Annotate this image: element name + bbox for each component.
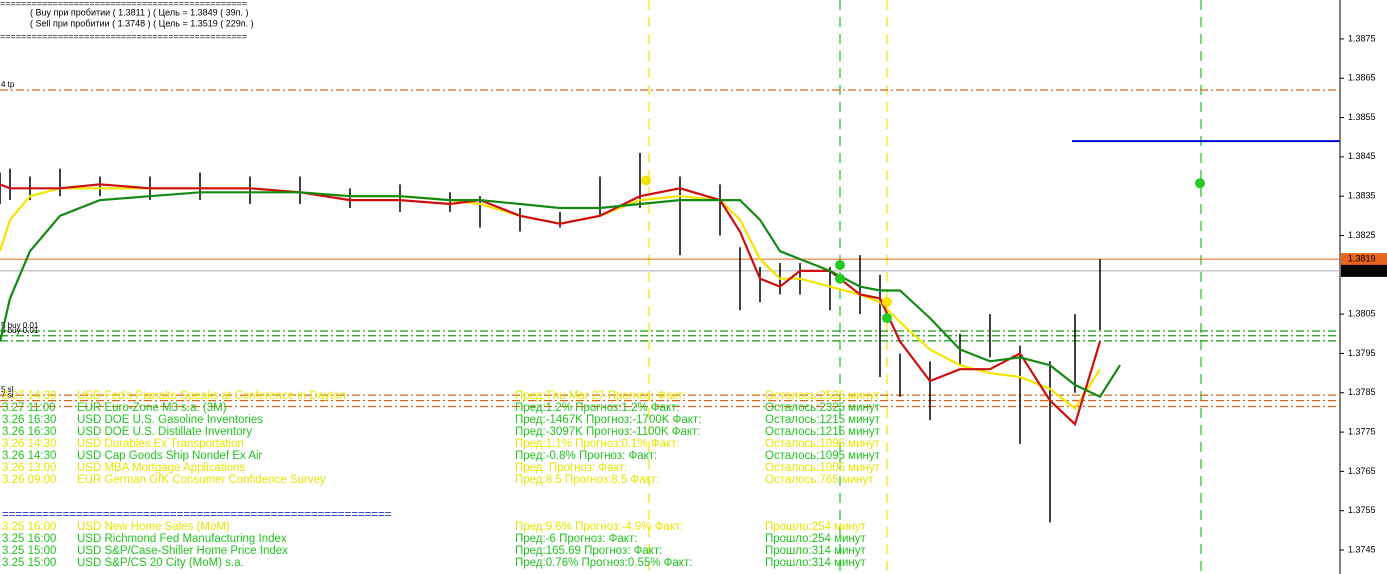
y-tick-label: 1.3855 — [1348, 112, 1376, 122]
signal-dot — [641, 175, 651, 186]
news-cell: Осталось:1005 минут — [765, 462, 881, 474]
news-cell: Пред:0.76% Прогноз:0.55% Факт: — [515, 557, 692, 569]
price-label-box — [1341, 264, 1387, 277]
news-cell: Прошло:254 минут — [765, 533, 867, 545]
news-cell: Пред: Прогноз: Факт: — [515, 462, 627, 474]
news-cell: Пред:1.2% Прогноз:1.2% Факт: — [515, 402, 680, 414]
level-label: 4 tp — [1, 80, 15, 89]
y-tick-label: 1.3765 — [1348, 466, 1376, 476]
y-tick-label: 1.3775 — [1348, 426, 1376, 436]
news-cell: USD Richmond Fed Manufacturing Index — [77, 533, 287, 545]
news-cell: Пред:8.5 Прогноз:8.5 Факт: — [515, 474, 659, 486]
news-cell: USD Cap Goods Ship Nondef Ex Air — [77, 450, 263, 462]
news-cell: Пред:165.69 Прогноз: Факт: — [515, 545, 662, 557]
signal-dot — [1195, 178, 1205, 189]
news-cell: Прошло:254 минут — [765, 521, 867, 533]
signal-dot — [882, 313, 892, 324]
news-cell: Осталось:1095 минут — [765, 438, 881, 450]
level-label: 6 buy 0.01 — [1, 326, 39, 335]
news-cell: EUR German GfK Consumer Confidence Surve… — [77, 474, 326, 486]
news-cell: Осталось:765 минут — [765, 474, 874, 486]
news-cell: 3.25 16:00 — [2, 521, 56, 533]
news-cell: USD Durables Ex Transportation — [77, 438, 244, 450]
y-tick-label: 1.3865 — [1348, 73, 1376, 83]
news-cell: Осталось:2535 минут — [765, 390, 881, 402]
level-label: 5 sl — [1, 385, 14, 394]
level-label: 5 buy 0.01 — [1, 321, 39, 330]
news-cell: Пред:1.1% Прогноз:0.1% Факт: — [515, 438, 680, 450]
news-cell: USD S&P/CS 20 City (MoM) s.a. — [77, 557, 244, 569]
y-tick-label: 1.3785 — [1348, 387, 1376, 397]
news-cell: 3.26 16:30 — [2, 426, 56, 438]
news-cell: Пред:Thu Mar 27 Прогноз: Факт: — [515, 390, 686, 402]
news-cell: Пред:-3097K Прогноз:-1100K Факт: — [515, 426, 701, 438]
news-cell: Осталось:1095 минут — [765, 450, 881, 462]
news-cell: 3.26 13:00 — [2, 462, 56, 474]
price-label: 1.3816 — [1348, 265, 1376, 275]
ma-line — [0, 183, 1102, 427]
price-bars — [0, 152, 1101, 523]
news-cell: 3.26 14:30 — [2, 438, 56, 450]
news-cell: Осталось:1215 минут — [765, 426, 881, 438]
news-cell: USD New Home Sales (MoM) — [77, 521, 230, 533]
y-tick-label: 1.3825 — [1348, 230, 1376, 240]
news-cell: EUR Euro-Zone M3 s.a. (3M) — [77, 402, 227, 414]
signal-dot — [835, 273, 845, 284]
info-line: ( Sell при пробитии ( 1.3748 ) ( Цель = … — [30, 18, 254, 28]
y-tick-label: 1.3805 — [1348, 309, 1376, 319]
news-cell: Осталось:2325 минут — [765, 402, 881, 414]
y-tick-label: 1.3755 — [1348, 505, 1376, 515]
news-cell: 3.26 14:30 — [2, 450, 56, 462]
news-cell: 3.25 16:00 — [2, 533, 56, 545]
signal-dot — [882, 296, 892, 307]
news-cell: Осталось:1215 минут — [765, 414, 881, 426]
news-cell: USD Fed's Pianalto Speaks at Conference … — [77, 390, 346, 402]
ma-line — [0, 191, 1121, 399]
news-cell: USD MBA Mortgage Applications — [77, 462, 245, 474]
vertical-separators — [648, 0, 1202, 574]
y-tick-label: 1.3835 — [1348, 191, 1376, 201]
news-cell: 3.25 15:00 — [2, 557, 56, 569]
news-separator: ========================================… — [2, 509, 392, 521]
news-cell: 3.26 16:30 — [2, 414, 56, 426]
news-cell: Прошло:314 минут — [765, 545, 867, 557]
news-cell: 3.26 09:00 — [2, 474, 56, 486]
news-cell: USD S&P/Case-Shiller Home Price Index — [77, 545, 288, 557]
level-label: 7 sl — [1, 391, 14, 400]
y-tick-label: 1.3875 — [1348, 33, 1376, 43]
price-label: 1.3819 — [1348, 253, 1376, 263]
price-label-box — [1341, 253, 1387, 266]
news-cell: Пред:-1467K Прогноз:-1700K Факт: — [515, 414, 701, 426]
news-cell: Пред:-6 Прогноз: Факт: — [515, 533, 637, 545]
news-cell: USD DOE U.S. Distillate Inventory — [77, 426, 252, 438]
y-tick-label: 1.3795 — [1348, 348, 1376, 358]
news-cell: USD DOE U.S. Gasoline Inventories — [77, 414, 263, 426]
signal-dot — [835, 259, 845, 270]
info-line: ( Buy при пробитии ( 1.3811 ) ( Цель = 1… — [30, 7, 248, 17]
news-cell: 3.27 11:00 — [2, 402, 56, 414]
news-cell: Пред:9.6% Прогноз:-4.9% Факт: — [515, 521, 683, 533]
news-cell: 3.25 15:00 — [2, 545, 56, 557]
news-cell: Прошло:314 минут — [765, 557, 867, 569]
news-cell: Пред:-0.8% Прогноз: Факт: — [515, 450, 657, 462]
y-tick-label: 1.3845 — [1348, 151, 1376, 161]
separator: ========================================… — [0, 0, 247, 8]
separator: ========================================… — [0, 31, 247, 41]
y-tick-label: 1.3745 — [1348, 544, 1376, 554]
news-cell: 3.27 14:30 — [2, 390, 56, 402]
